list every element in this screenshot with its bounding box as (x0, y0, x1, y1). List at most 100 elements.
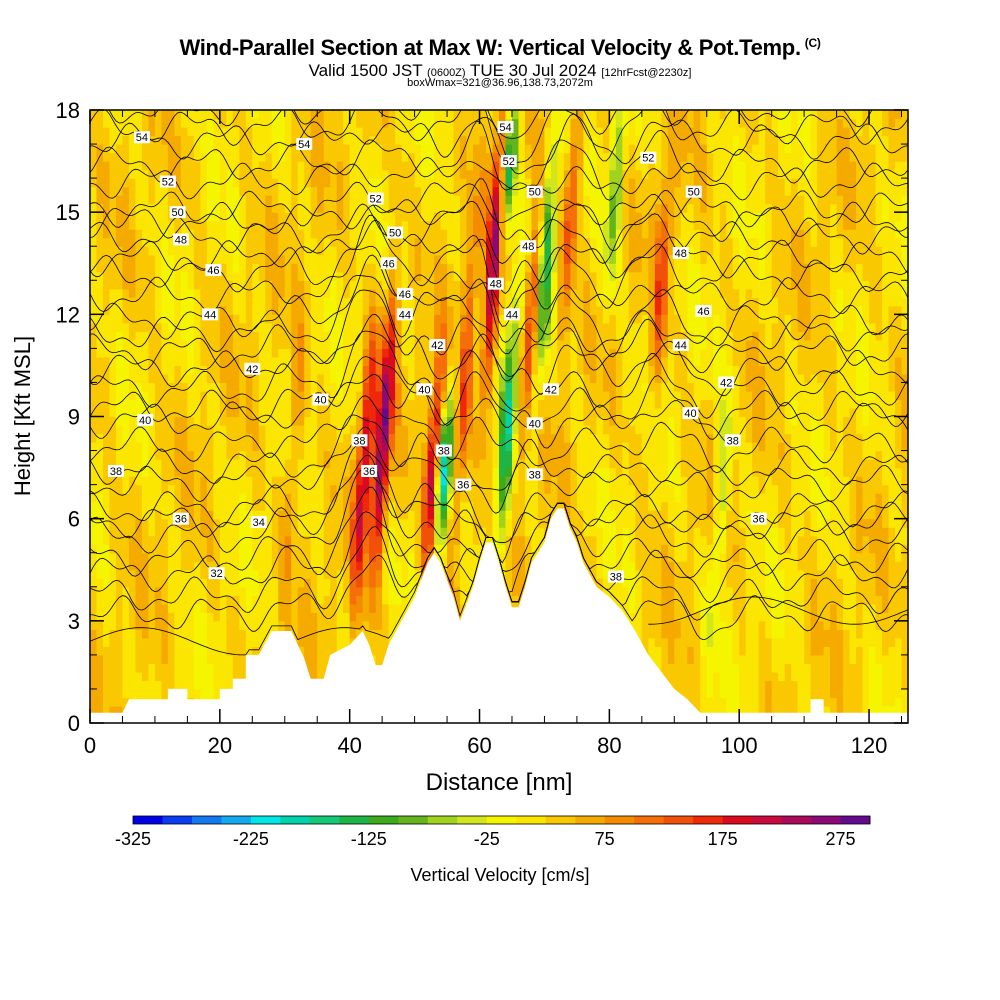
w-cell (330, 390, 338, 401)
w-cell (479, 390, 487, 401)
w-cell (232, 212, 240, 222)
w-cell (258, 544, 266, 554)
w-cell (219, 220, 227, 230)
w-cell (245, 578, 253, 588)
w-cell (310, 373, 318, 384)
w-cell (362, 382, 370, 392)
w-cell (284, 467, 292, 477)
w-cell (115, 212, 124, 222)
w-cell (427, 144, 435, 154)
w-cell (245, 450, 253, 460)
w-cell (200, 348, 208, 358)
w-cell (460, 416, 468, 426)
w-cell (349, 246, 357, 256)
w-cell (258, 390, 266, 401)
w-cell (128, 263, 137, 273)
w-cell (310, 271, 318, 281)
w-cell (90, 467, 98, 477)
w-cell (167, 646, 175, 656)
w-cell (258, 178, 266, 188)
w-cell (96, 390, 104, 401)
w-cell (531, 110, 539, 120)
w-cell (486, 263, 494, 273)
w-cell (167, 390, 175, 401)
w-cell (291, 186, 299, 196)
w-cell (408, 127, 416, 137)
w-cell (382, 544, 390, 554)
w-cell (128, 212, 137, 222)
w-cell (440, 416, 448, 426)
w-cell (343, 203, 351, 213)
w-cell (297, 263, 305, 273)
w-cell (122, 271, 130, 281)
w-cell (135, 348, 143, 358)
w-cell (395, 407, 403, 418)
w-cell (271, 595, 279, 605)
w-cell (180, 612, 188, 622)
w-cell (258, 186, 266, 196)
w-cell (148, 118, 156, 128)
w-cell (148, 637, 156, 647)
w-cell (258, 620, 266, 630)
w-cell (460, 280, 468, 290)
w-cell (278, 518, 286, 528)
w-cell (161, 433, 169, 443)
w-cell (252, 297, 260, 307)
w-cell (141, 212, 150, 222)
w-cell (310, 331, 318, 341)
w-cell (414, 416, 422, 426)
w-cell (122, 595, 130, 605)
w-cell (148, 671, 156, 682)
w-cell (356, 501, 364, 511)
w-cell (128, 237, 137, 247)
w-cell (524, 433, 533, 443)
w-cell (128, 671, 137, 682)
w-cell (154, 442, 163, 452)
w-cell (518, 501, 526, 511)
w-cell (524, 152, 533, 162)
w-cell (440, 476, 448, 486)
w-cell (213, 620, 221, 630)
w-cell (414, 501, 422, 511)
w-cell (349, 356, 357, 367)
w-cell (245, 178, 253, 188)
w-cell (395, 620, 403, 630)
w-cell (537, 493, 546, 503)
w-cell (336, 220, 344, 230)
w-cell (135, 110, 143, 120)
w-cell (265, 544, 273, 554)
w-cell (232, 501, 240, 511)
w-cell (96, 407, 104, 418)
w-cell (511, 110, 520, 120)
w-cell (109, 705, 117, 716)
w-cell (388, 246, 396, 256)
w-cell (349, 178, 357, 188)
w-cell (102, 586, 111, 596)
w-cell (395, 527, 403, 537)
w-cell (297, 518, 305, 528)
w-cell (447, 373, 455, 384)
w-cell (109, 339, 117, 349)
w-cell (102, 450, 111, 460)
w-cell (291, 425, 299, 435)
w-cell (323, 416, 331, 426)
w-cell (310, 637, 318, 647)
w-cell (278, 552, 286, 562)
w-cell (187, 237, 195, 247)
w-cell (200, 501, 208, 511)
w-cell (343, 484, 351, 494)
w-cell (154, 510, 163, 520)
w-cell (219, 271, 227, 281)
w-cell (148, 365, 156, 375)
w-cell (265, 510, 273, 520)
w-cell (362, 288, 370, 298)
w-cell (148, 544, 156, 554)
w-cell (499, 356, 507, 367)
w-cell (531, 305, 539, 315)
w-cell (115, 578, 124, 588)
w-cell (206, 169, 214, 179)
w-cell (479, 356, 487, 367)
w-cell (219, 212, 227, 222)
w-cell (193, 459, 201, 469)
w-cell (518, 220, 526, 230)
